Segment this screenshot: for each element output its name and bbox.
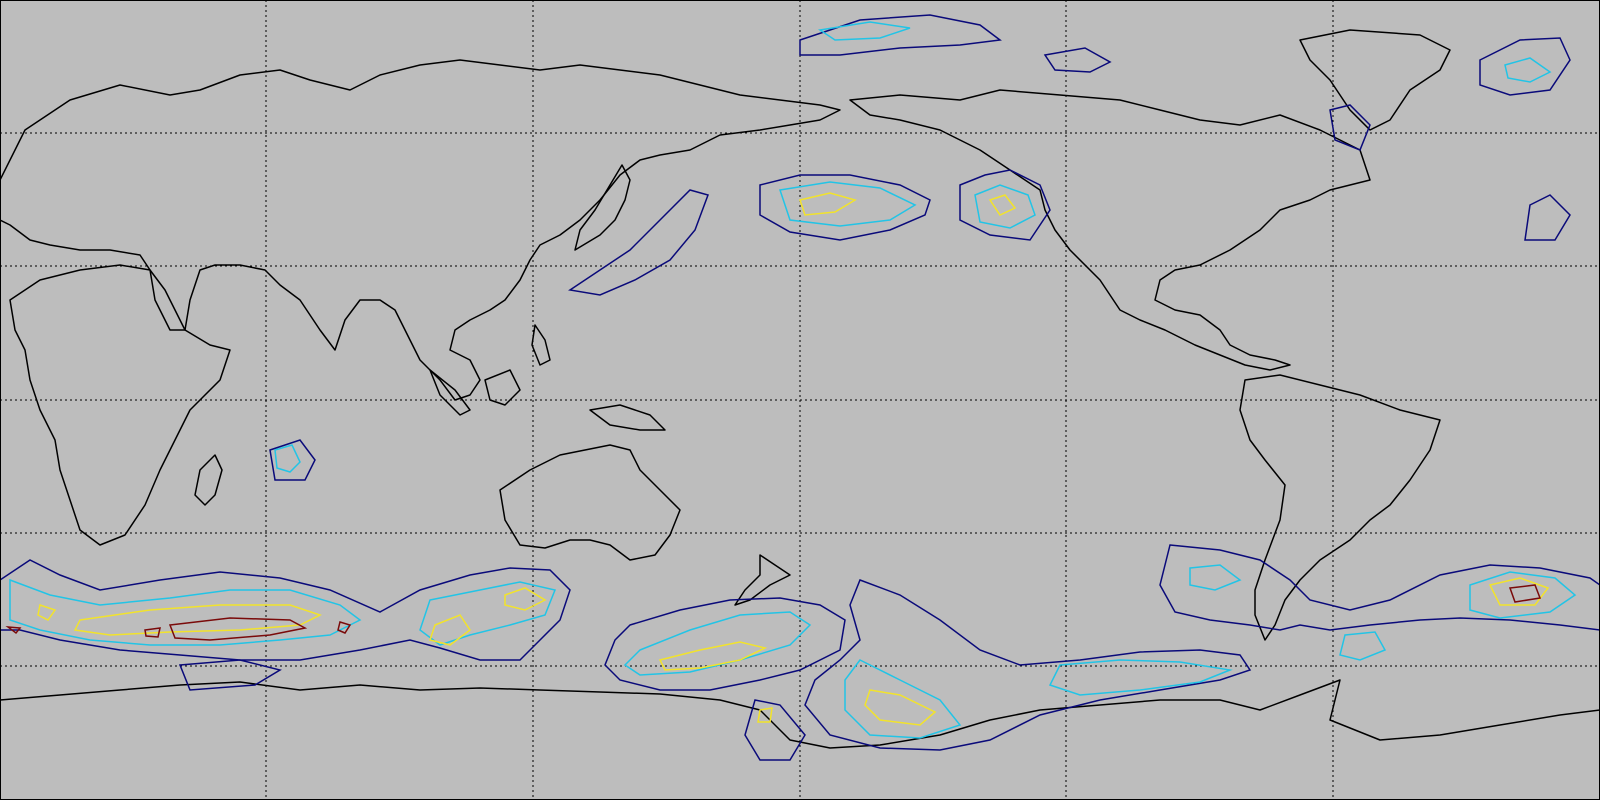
contour	[1048, 659, 1233, 696]
contour	[1479, 37, 1571, 96]
contour	[759, 174, 931, 241]
coastline-africa	[9, 264, 231, 546]
contour	[178, 659, 282, 691]
contour	[864, 689, 937, 726]
contour	[568, 189, 709, 296]
coastline-north-america	[849, 89, 1371, 371]
coastline-new-zealand	[734, 554, 791, 606]
coastline-australia	[499, 444, 681, 561]
contour	[799, 14, 1002, 56]
contour-level-1	[0, 14, 1600, 761]
coastline-philippines	[531, 324, 551, 366]
contour	[604, 597, 846, 691]
contour	[974, 184, 1036, 229]
contour-level-4	[5, 584, 1542, 641]
contour	[504, 587, 547, 611]
contour	[959, 169, 1051, 241]
coastline-borneo	[484, 369, 521, 406]
coastline-eurasia	[0, 59, 841, 401]
contour	[37, 604, 57, 621]
coastline-antarctica	[0, 679, 1600, 749]
contour	[337, 621, 352, 634]
contour	[804, 579, 1252, 751]
contour	[779, 181, 917, 227]
contour	[144, 627, 161, 638]
contour	[9, 578, 362, 646]
contour	[1043, 47, 1112, 73]
contour	[1339, 631, 1387, 661]
contour	[658, 641, 768, 671]
contour	[1469, 571, 1577, 619]
contour	[817, 21, 911, 41]
contour	[429, 614, 472, 646]
coastline-new-guinea	[589, 404, 666, 431]
coastline-japan	[574, 164, 631, 251]
contour	[799, 192, 857, 216]
contour	[419, 581, 557, 646]
contour	[274, 444, 301, 473]
contour	[623, 611, 812, 676]
contour	[269, 439, 316, 481]
contour	[1524, 194, 1571, 241]
contour	[0, 559, 571, 661]
contour	[1504, 57, 1552, 83]
contour	[5, 626, 22, 635]
contour	[1159, 544, 1600, 631]
coastline-greenland	[1299, 29, 1451, 131]
contour	[1189, 564, 1242, 591]
contour	[1488, 577, 1550, 606]
contour	[168, 617, 308, 641]
contour	[1329, 104, 1371, 151]
contour	[757, 707, 773, 723]
contour	[744, 699, 806, 761]
contour	[844, 659, 962, 739]
coastlines	[0, 29, 1600, 749]
coastline-south-america	[1239, 374, 1441, 641]
coastline-madagascar	[194, 454, 223, 506]
coastline-sumatra	[429, 369, 471, 416]
contour	[1508, 584, 1542, 603]
contour-level-2	[9, 21, 1577, 739]
contour	[988, 194, 1017, 216]
